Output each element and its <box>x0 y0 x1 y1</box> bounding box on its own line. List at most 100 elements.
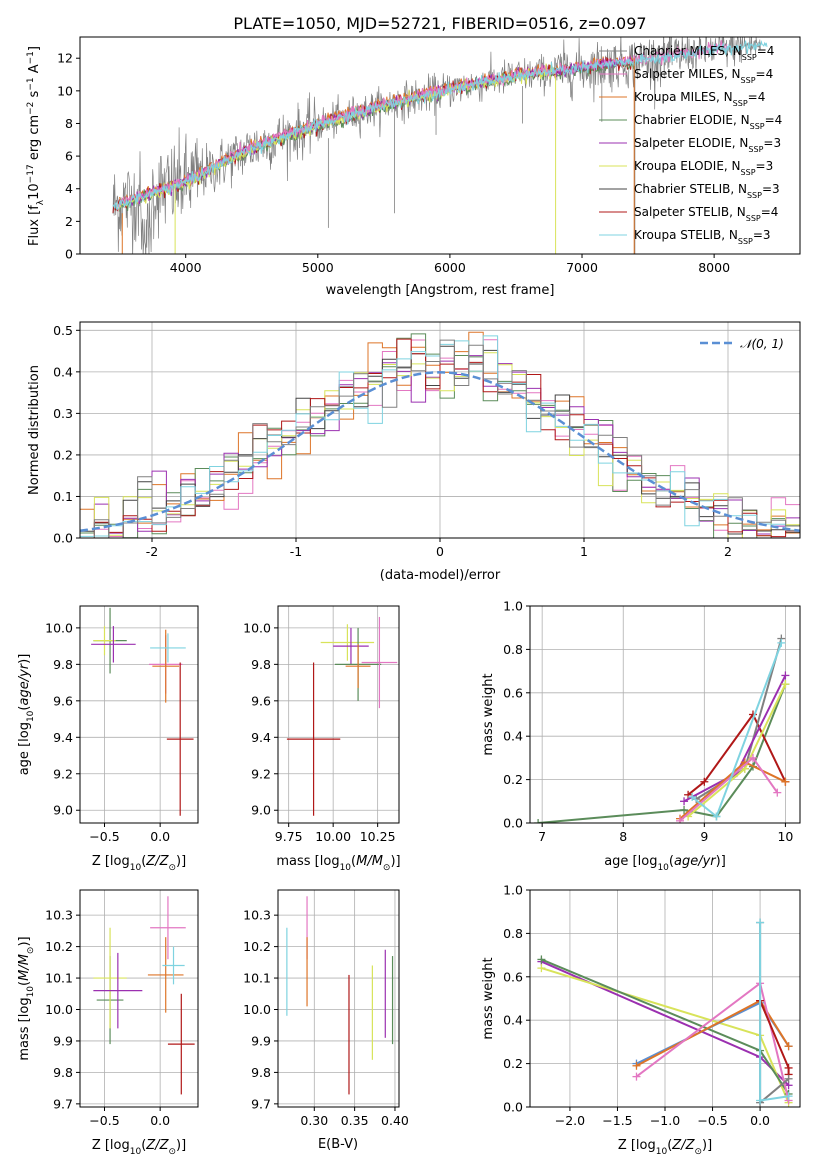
legend-text: Chabrier ELODIE, N <box>634 113 750 127</box>
legend-tail: =3 <box>756 159 774 173</box>
legend-tail: =4 <box>765 113 783 127</box>
x-axis-label: Z [log10(Z/Z⊙)] <box>618 1138 712 1157</box>
plot-area-mass-weight-vs-Z <box>537 918 793 1107</box>
legend-tail: =4 <box>756 67 774 81</box>
errorbar-point <box>93 626 116 656</box>
y-tick-label: 9.2 <box>53 766 73 781</box>
legend-text: Kroupa STELIB, N <box>634 228 738 242</box>
y-tick-label: 0.3 <box>53 406 73 421</box>
y-tick-label: 0.4 <box>503 1013 523 1028</box>
y-tick-label: 9.8 <box>251 1065 271 1080</box>
x-tick-label: 6000 <box>434 260 466 275</box>
x-axis-label: wavelength [Angstrom, rest frame] <box>326 283 555 298</box>
x-tick-label: 7 <box>538 829 546 844</box>
legend-tail: =3 <box>763 136 781 150</box>
label-part: M/M <box>17 954 32 981</box>
residual-histogram-6 <box>80 338 800 538</box>
legend-label: Chabrier STELIB, NSSP=3 <box>634 182 780 200</box>
label-part: Z/Z <box>145 854 169 869</box>
label-part: age/yr <box>17 662 32 705</box>
x-tick-label: −0.5 <box>697 1113 727 1128</box>
normal-curve <box>80 371 800 532</box>
y-tick-label: 0.5 <box>53 323 73 338</box>
y-tick-label: 12 <box>57 51 73 66</box>
y-tick-label: 0.8 <box>503 926 523 941</box>
errorbar-point <box>147 937 184 1013</box>
axes-frame <box>79 605 199 824</box>
axes-frame <box>79 889 199 1108</box>
label-part: Z/Z <box>671 1138 695 1153</box>
x-tick-label: 5000 <box>302 260 334 275</box>
mass-weight-marker <box>781 680 790 689</box>
mass-weight-marker <box>537 955 546 964</box>
y-tick-label: 0.0 <box>503 1100 523 1115</box>
mass-weight-marker <box>680 797 689 806</box>
label-part: )] <box>716 854 726 869</box>
label-part: ( <box>667 1138 672 1153</box>
legend-label: Kroupa MILES, NSSP=4 <box>634 90 765 108</box>
mass-weight-marker <box>748 753 757 762</box>
legend-sub: SSP <box>746 214 761 223</box>
y-axis-label: mass [log10(M/M⊙)] <box>17 936 36 1060</box>
label-part: 10 <box>657 863 669 873</box>
legend-tail: =3 <box>753 228 771 242</box>
errorbar-point <box>167 993 195 1095</box>
label-part: λ <box>36 199 46 205</box>
errorbar-point <box>93 927 127 1029</box>
label-part: 10 <box>130 863 142 873</box>
axes-frame <box>277 605 400 824</box>
y-tick-label: 9.9 <box>53 1033 73 1048</box>
y-axis-label: Normed distribution <box>27 365 42 495</box>
residual-histogram-3 <box>80 355 800 538</box>
y-tick-label: 10.3 <box>45 908 73 923</box>
x-tick-label: 8000 <box>698 260 730 275</box>
y-tick-label: 10.0 <box>243 1002 271 1017</box>
y-tick-label: 9.6 <box>53 693 73 708</box>
mass-weight-marker <box>680 805 689 814</box>
errorbar-point <box>162 946 185 985</box>
mass-weight-marker <box>712 812 721 821</box>
y-tick-label: 6 <box>65 149 73 164</box>
label-part: ⊙ <box>168 863 176 873</box>
legend-sub: SSP <box>747 191 762 200</box>
legend-sub: SSP <box>748 145 763 154</box>
legend: 𝒩(0, 1) <box>700 337 784 351</box>
figure-title: PLATE=1050, MJD=52721, FIBERID=0516, z=0… <box>233 14 646 33</box>
plot-area-age-vs-mass <box>286 616 398 816</box>
model-spectrum-3 <box>119 54 636 206</box>
y-tick-label: 0.8 <box>503 642 523 657</box>
y-tick-label: 9.7 <box>53 1096 73 1111</box>
label-part: A <box>27 64 42 77</box>
x-tick-label: 9.75 <box>275 829 303 844</box>
y-axis-label: age [log10(age/yr)] <box>17 654 36 776</box>
label-part: ⊙ <box>694 1147 702 1157</box>
label-part: Z [log <box>618 1138 656 1153</box>
y-tick-label: 0 <box>65 247 73 262</box>
residual-histogram-8 <box>80 339 800 538</box>
y-tick-label: 10.1 <box>243 971 271 986</box>
panel-age-vs-Z: −0.5 0.09.09.29.49.69.810.0Z [log10(Z/Z⊙)… <box>17 605 199 873</box>
y-tick-label: 0.4 <box>503 729 523 744</box>
y-tick-label: 0.0 <box>53 531 73 546</box>
x-tick-label: 10 <box>777 829 793 844</box>
mass-weight-marker <box>756 918 765 927</box>
y-tick-label: 10 <box>57 83 73 98</box>
label-part: −1 <box>26 51 36 64</box>
x-tick-label: -2 <box>146 544 158 559</box>
mass-weight-marker <box>784 1092 793 1101</box>
x-tick-label: 0.40 <box>381 1113 409 1128</box>
label-part: ( <box>141 1138 146 1153</box>
x-tick-label: 0.30 <box>300 1113 328 1128</box>
legend-label: Salpeter ELODIE, NSSP=3 <box>634 136 781 154</box>
y-axis-label: mass weight <box>481 957 496 1039</box>
x-axis-label: Z [log10(Z/Z⊙)] <box>92 1138 186 1157</box>
y-tick-label: 10.2 <box>45 939 73 954</box>
mass-weight-marker <box>781 671 790 680</box>
panel-mass-vs-EBV: 0.30 0.35 0.40 9.7 9.8 9.9 10.0 10.1 10.2 10.3 E(B… <box>243 889 409 1152</box>
y-tick-label: 1.0 <box>503 883 523 898</box>
errorbar-point <box>150 896 186 960</box>
model-spectrum-1 <box>112 57 636 213</box>
y-tick-label: 9.6 <box>251 693 271 708</box>
model-spectrum-2 <box>119 58 636 212</box>
